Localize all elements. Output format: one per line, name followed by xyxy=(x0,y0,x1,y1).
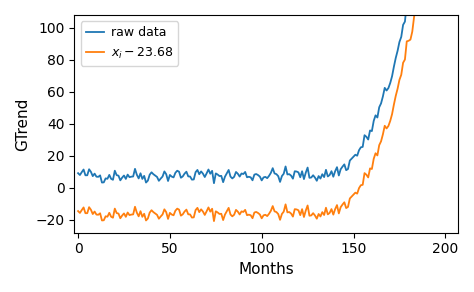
Y-axis label: GTrend: GTrend xyxy=(15,97,30,151)
raw data xyxy=(316,174,321,178)
Line: raw data: raw data xyxy=(78,0,456,183)
$x_i - 23.68$ xyxy=(387,119,393,123)
$x_i - 23.68$ xyxy=(393,94,399,98)
raw data xyxy=(211,181,217,185)
raw data xyxy=(393,56,399,60)
Line: $x_i - 23.68$: $x_i - 23.68$ xyxy=(78,0,456,221)
$x_i - 23.68$ xyxy=(316,212,321,216)
$x_i - 23.68$ xyxy=(364,173,369,176)
raw data xyxy=(364,135,369,138)
raw data xyxy=(387,81,393,85)
raw data xyxy=(75,171,81,175)
$x_i - 23.68$ xyxy=(75,209,81,213)
$x_i - 23.68$ xyxy=(211,219,217,223)
Legend: raw data, $x_i - 23.68$: raw data, $x_i - 23.68$ xyxy=(81,21,178,66)
$x_i - 23.68$ xyxy=(180,213,186,216)
X-axis label: Months: Months xyxy=(238,262,294,277)
raw data xyxy=(180,175,186,178)
